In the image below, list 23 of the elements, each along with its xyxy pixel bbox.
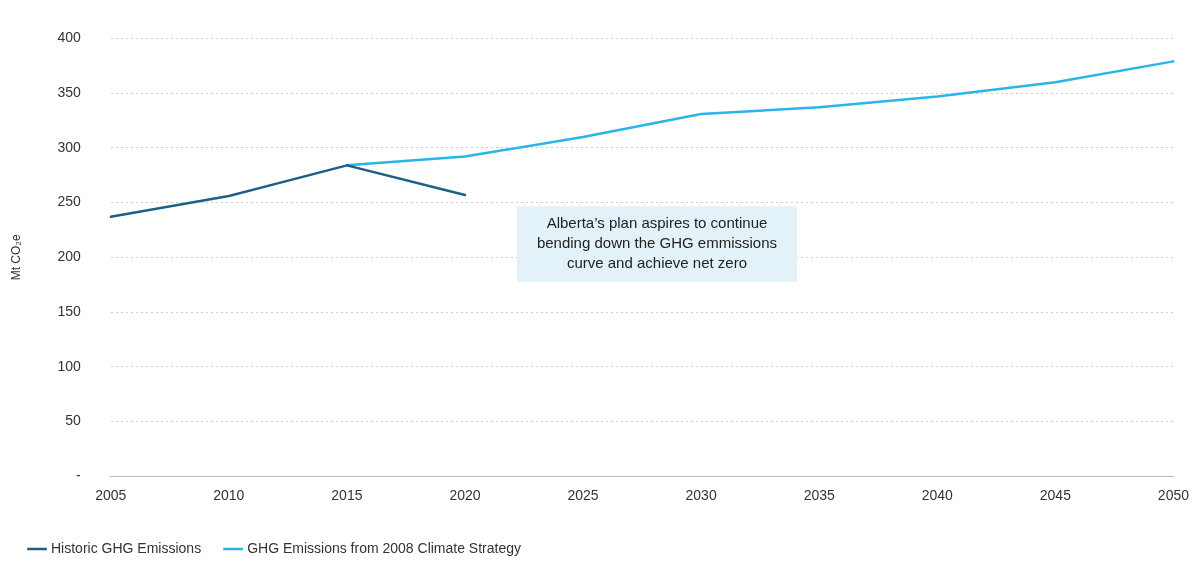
x-tick-label: 2010 xyxy=(213,487,245,504)
y-tick-label: 400 xyxy=(57,29,81,46)
y-tick-label: 150 xyxy=(57,302,81,319)
x-tick-label: 2020 xyxy=(449,487,481,504)
y-tick-label: - xyxy=(76,467,82,484)
x-tick-label: 2005 xyxy=(95,487,127,504)
y-tick-label: 200 xyxy=(57,248,81,265)
x-tick-label: 2050 xyxy=(1157,487,1190,504)
x-tick-label: 2040 xyxy=(921,487,954,504)
y-axis-title: Mt CO₂e xyxy=(8,233,23,281)
legend-label: Historic GHG Emissions xyxy=(51,539,202,556)
y-tick-label: 300 xyxy=(57,138,81,155)
y-tick-label: 100 xyxy=(57,357,81,374)
annotation: Alberta’s plan aspires to continue bending down the GHG emmissions curve and achieve net zero xyxy=(536,214,778,272)
x-tick-label: 2025 xyxy=(567,487,599,504)
y-tick-label: 350 xyxy=(57,83,81,100)
legend-label: GHG Emissions from 2008 Climate Strategy xyxy=(247,539,522,556)
y-tick-label: 250 xyxy=(57,193,81,210)
x-tick-label: 2015 xyxy=(331,487,363,504)
y-tick-label: 50 xyxy=(65,412,81,429)
x-tick-label: 2045 xyxy=(1039,487,1072,504)
x-tick-label: 2030 xyxy=(685,487,717,504)
x-tick-label: 2035 xyxy=(803,487,835,504)
